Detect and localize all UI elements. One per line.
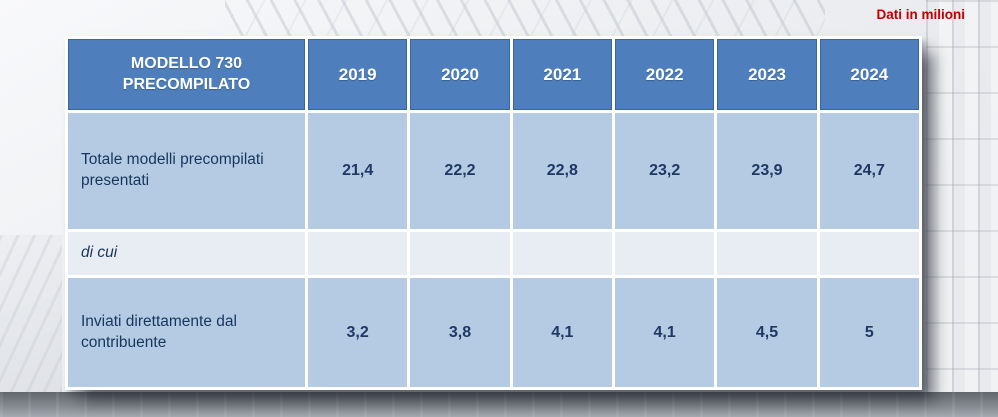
- empty-cell-di-cui-2022: [615, 232, 715, 275]
- background-building-left: [0, 235, 62, 417]
- year-header-cell-2020: 2020: [410, 39, 510, 110]
- value-cell-inviati-2021: 4,1: [512, 278, 612, 387]
- background-building-right: [926, 0, 998, 417]
- background-glass-roof: [225, 0, 825, 38]
- empty-cell-di-cui-2024: [819, 232, 919, 275]
- year-header-cell-2019: 2019: [308, 39, 408, 110]
- row-label-di-cui: di cui: [81, 244, 118, 262]
- value-cell-totale-2021: 22,8: [512, 113, 612, 229]
- units-note: Dati in milioni: [876, 7, 965, 22]
- table-title-header-cell: MODELLO 730 PRECOMPILATO: [68, 39, 305, 110]
- value-cell-inviati-2019: 3,2: [308, 278, 408, 387]
- row-label-cell-di-cui: di cui: [68, 232, 305, 275]
- value-cell-totale-2024: 24,7: [819, 113, 919, 229]
- row-label-cell-inviati: Inviati direttamente dal contribuente: [68, 278, 305, 387]
- empty-cell-di-cui-2020: [410, 232, 510, 275]
- background-bottom-shadow-band: [0, 392, 998, 417]
- value-cell-inviati-2022: 4,1: [615, 278, 715, 387]
- year-header-cell-2023: 2023: [717, 39, 817, 110]
- year-header-cell-2022: 2022: [615, 39, 715, 110]
- table-title: MODELLO 730 PRECOMPILATO: [122, 54, 251, 93]
- row-label-inviati: Inviati direttamente dal contribuente: [81, 312, 237, 351]
- empty-cell-di-cui-2019: [308, 232, 408, 275]
- value-cell-inviati-2024: 5: [819, 278, 919, 387]
- empty-cell-di-cui-2023: [717, 232, 817, 275]
- precompilato-table: MODELLO 730 PRECOMPILATO 2019 2020 2021 …: [65, 36, 922, 390]
- value-cell-inviati-2020: 3,8: [410, 278, 510, 387]
- empty-cell-di-cui-2021: [512, 232, 612, 275]
- value-cell-totale-2023: 23,9: [717, 113, 817, 229]
- year-header-cell-2021: 2021: [512, 39, 612, 110]
- value-cell-totale-2022: 23,2: [615, 113, 715, 229]
- year-header-cell-2024: 2024: [819, 39, 919, 110]
- row-label-totale: Totale modelli precompilati presentati: [81, 151, 264, 189]
- value-cell-inviati-2023: 4,5: [717, 278, 817, 387]
- value-cell-totale-2019: 21,4: [308, 113, 408, 229]
- value-cell-totale-2020: 22,2: [410, 113, 510, 229]
- row-label-cell-totale: Totale modelli precompilati presentati: [68, 113, 305, 229]
